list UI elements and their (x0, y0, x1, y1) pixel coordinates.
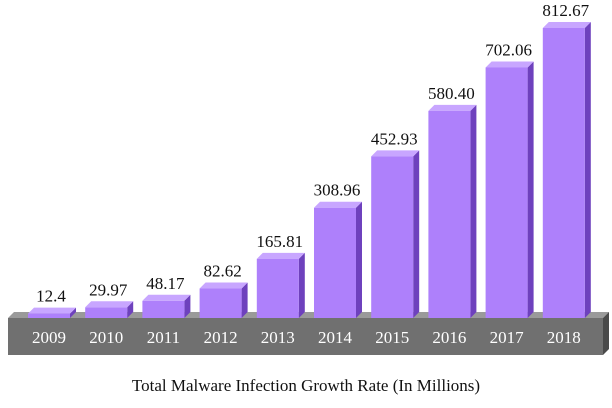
x-tick-label: 2017 (490, 328, 525, 347)
x-tick-label: 2010 (89, 328, 123, 347)
bar-top (199, 282, 248, 289)
bar-front (256, 258, 299, 318)
bar-side (241, 282, 248, 318)
bar-top (485, 61, 534, 68)
bar-top (428, 104, 477, 111)
value-label: 452.93 (371, 129, 418, 148)
x-tick-label: 2011 (147, 328, 180, 347)
bar-2015 (371, 150, 420, 318)
bar-2010 (85, 301, 134, 318)
x-tick-label: 2013 (261, 328, 295, 347)
bar-top (371, 150, 420, 157)
bar-front (314, 207, 356, 318)
bar-side (356, 201, 362, 318)
bar-front (485, 67, 528, 318)
bar-top (28, 307, 76, 314)
bars-group (28, 22, 591, 318)
x-tick-label: 2009 (32, 328, 66, 347)
x-tick-label: 2018 (547, 328, 581, 347)
value-label: 308.96 (314, 181, 361, 200)
value-label: 165.81 (256, 232, 303, 251)
bar-top (85, 301, 134, 308)
base-side-face (603, 312, 609, 355)
value-labels-group: 12.4 29.97 48.17 82.62 165.81 308.96 452.93 580… (36, 1, 590, 306)
bar-front (28, 313, 70, 318)
value-label: 812.67 (542, 1, 589, 20)
bar-2014 (314, 201, 362, 318)
bar-2016 (428, 104, 477, 318)
bar-top (314, 201, 362, 208)
bar-2009 (28, 307, 76, 318)
bar-side (298, 252, 305, 318)
bar-top (256, 252, 305, 259)
bar-side (527, 61, 534, 318)
bar-top (142, 294, 191, 301)
bar-2012 (199, 282, 248, 318)
x-tick-label: 2015 (375, 328, 409, 347)
bar-front (542, 28, 585, 318)
value-label: 82.62 (203, 262, 241, 281)
x-tick-label: 2012 (204, 328, 238, 347)
bar-front (428, 110, 471, 318)
bar-2011 (142, 294, 191, 318)
bar-top (542, 22, 591, 28)
bar-front (371, 156, 414, 318)
bar-front (199, 288, 242, 318)
bar-side (184, 294, 191, 318)
x-tick-labels-group: 2009 2010 2011 2012 2013 2014 2015 2016 2017 2018 (32, 328, 581, 347)
x-tick-label: 2014 (318, 328, 353, 347)
chart-title: Total Malware Infection Growth Rate (In … (131, 376, 481, 395)
bar-front (85, 307, 128, 318)
bar-side (470, 104, 477, 318)
bar-2013 (256, 252, 305, 318)
bar-2017 (485, 61, 534, 318)
bar-side (127, 301, 134, 318)
bar-side (584, 22, 591, 318)
value-label: 48.17 (146, 274, 185, 293)
bar-side (70, 307, 76, 318)
bar-side (413, 150, 420, 318)
value-label: 580.40 (428, 84, 475, 103)
bar-2018 (542, 22, 591, 318)
value-label: 702.06 (485, 40, 532, 59)
value-label: 12.4 (36, 287, 66, 306)
bar-front (142, 300, 185, 318)
base-front-face (8, 318, 603, 355)
value-label: 29.97 (89, 280, 128, 299)
x-tick-label: 2016 (432, 328, 466, 347)
